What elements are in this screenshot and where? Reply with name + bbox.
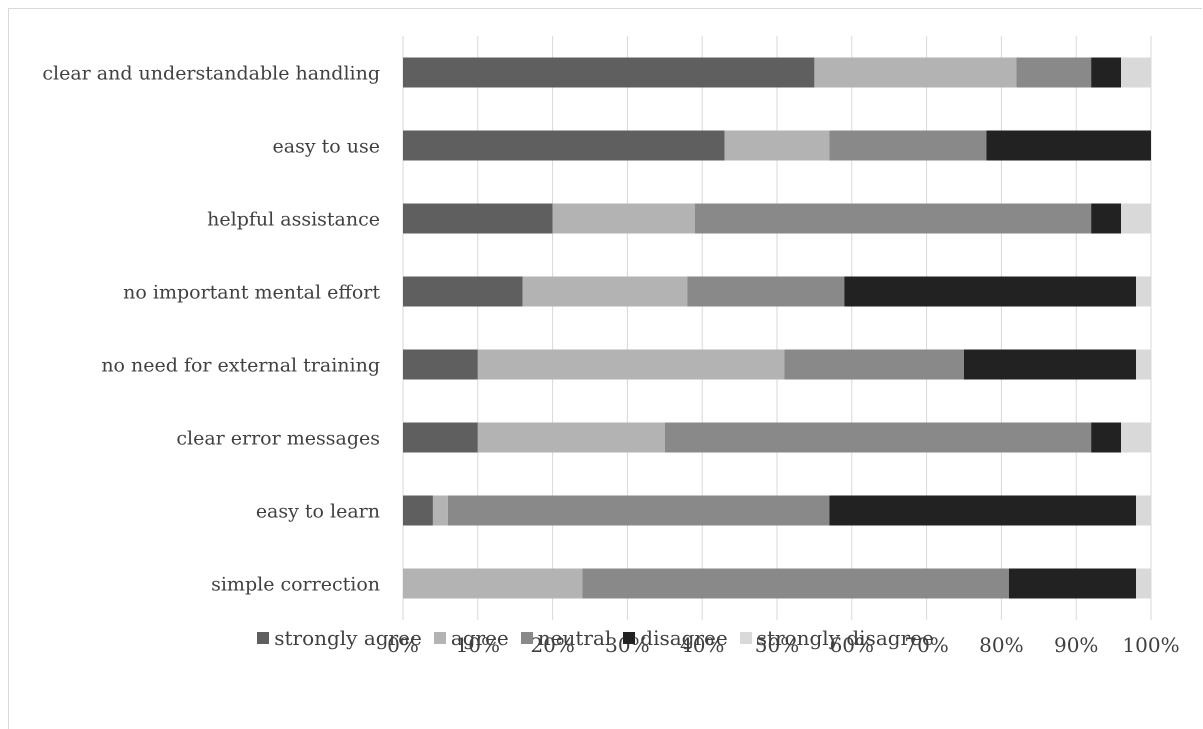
legend-swatch bbox=[433, 632, 446, 644]
bar-segment bbox=[403, 568, 583, 599]
x-tick-label: 60% bbox=[830, 633, 874, 657]
bar-segment bbox=[403, 349, 478, 380]
bar-segment bbox=[1016, 57, 1092, 88]
bar-segment bbox=[522, 276, 688, 307]
bar-segment bbox=[403, 422, 478, 453]
x-tick-label: 50% bbox=[755, 633, 799, 657]
bar-segment bbox=[1091, 203, 1122, 234]
legend-label: neutral bbox=[537, 626, 612, 650]
x-tick-label: 0% bbox=[387, 633, 419, 657]
bar-segment bbox=[1136, 349, 1151, 380]
bar-segment bbox=[403, 203, 553, 234]
x-tick-label: 100% bbox=[1122, 633, 1179, 657]
bar-segment bbox=[694, 203, 1092, 234]
bar-segment bbox=[784, 349, 964, 380]
bar-segment bbox=[1008, 568, 1137, 599]
category-label: clear error messages bbox=[176, 428, 380, 450]
bar-segment bbox=[403, 57, 815, 88]
x-tick-label: 90% bbox=[1054, 633, 1098, 657]
bar-segment bbox=[447, 495, 830, 526]
bar-segment bbox=[403, 495, 433, 526]
bar-segment bbox=[477, 422, 665, 453]
bar-segment bbox=[814, 57, 1017, 88]
x-tick-label: 70% bbox=[904, 633, 948, 657]
category-label: easy to use bbox=[273, 136, 380, 158]
bar-segment bbox=[664, 422, 1092, 453]
bar-segment bbox=[403, 276, 523, 307]
bar-segment bbox=[986, 130, 1151, 161]
bar-segment bbox=[844, 276, 1137, 307]
legend-swatch bbox=[739, 632, 752, 644]
bar-segment bbox=[1121, 422, 1151, 453]
bar-segment bbox=[829, 495, 1137, 526]
bar-segment bbox=[1136, 495, 1151, 526]
category-label: easy to learn bbox=[256, 501, 380, 523]
legend: strongly agree agree neutral disagree strong… bbox=[0, 626, 1203, 650]
bar-segment bbox=[964, 349, 1137, 380]
category-label: no need for external training bbox=[101, 355, 380, 377]
bar-segment bbox=[1121, 57, 1151, 88]
category-label: simple correction bbox=[211, 574, 380, 596]
legend-label: disagree bbox=[640, 626, 728, 650]
bar-segment bbox=[1091, 422, 1122, 453]
legend-item: neutral bbox=[520, 626, 612, 650]
legend-label: strongly agree bbox=[274, 626, 422, 650]
bar-segment bbox=[582, 568, 1009, 599]
x-tick-label: 80% bbox=[979, 633, 1023, 657]
bar-segment bbox=[687, 276, 845, 307]
bar-segment bbox=[1136, 276, 1151, 307]
legend-item: strongly disagree bbox=[739, 626, 934, 650]
chart-area bbox=[8, 8, 1202, 729]
legend-item: strongly agree bbox=[257, 626, 422, 650]
x-tick-label: 20% bbox=[530, 633, 574, 657]
legend-swatch bbox=[623, 632, 636, 644]
bar-segment bbox=[1121, 203, 1151, 234]
category-label: no important mental effort bbox=[123, 282, 380, 304]
bar-segment bbox=[724, 130, 830, 161]
bar-segment bbox=[432, 495, 448, 526]
category-label: clear and understandable handling bbox=[42, 63, 380, 85]
bar-segment bbox=[477, 349, 785, 380]
legend-swatch bbox=[520, 632, 533, 644]
bar-segment bbox=[829, 130, 987, 161]
legend-item: agree bbox=[433, 626, 509, 650]
bar-segment bbox=[403, 130, 725, 161]
legend-swatch bbox=[257, 632, 270, 644]
bar-segment bbox=[552, 203, 695, 234]
legend-item: disagree bbox=[623, 626, 728, 650]
x-tick-label: 10% bbox=[456, 633, 500, 657]
bar-segment bbox=[1136, 568, 1151, 599]
category-label: helpful assistance bbox=[207, 209, 380, 231]
bar-segment bbox=[1091, 57, 1122, 88]
legend-label: agree bbox=[450, 626, 509, 650]
x-tick-label: 40% bbox=[680, 633, 724, 657]
legend-label: strongly disagree bbox=[756, 626, 934, 650]
